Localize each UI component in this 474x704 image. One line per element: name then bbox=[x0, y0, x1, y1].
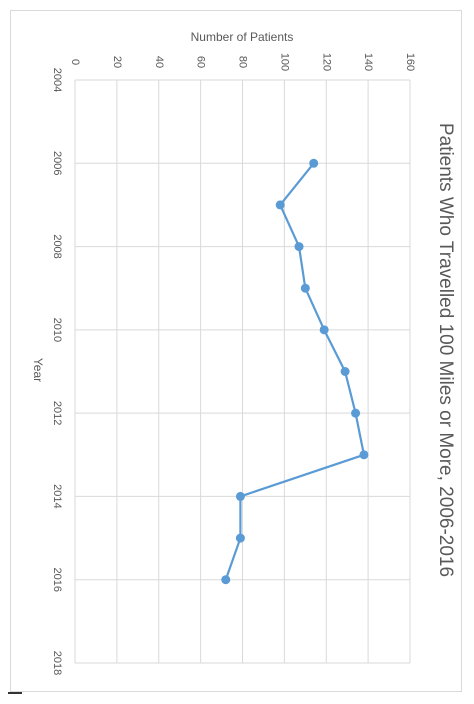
data-point bbox=[221, 575, 231, 585]
data-point bbox=[309, 158, 319, 168]
data-point bbox=[235, 533, 245, 543]
value-tick-label: 20 bbox=[111, 56, 123, 68]
grid-lines bbox=[74, 79, 411, 664]
value-tick-label: 100 bbox=[278, 53, 290, 71]
chart-title: Patients Who Travelled 100 Miles or More… bbox=[435, 123, 456, 577]
year-tick-label: 2008 bbox=[51, 234, 63, 258]
year-tick-label: 2014 bbox=[51, 484, 63, 508]
value-tick-label: 120 bbox=[320, 53, 332, 71]
tick-labels: 0 20 40 60 80 100 120 140 160 2004 2006 2008 2010 201… bbox=[51, 53, 416, 675]
year-tick-label: 2004 bbox=[51, 68, 63, 92]
data-point bbox=[359, 450, 369, 460]
data-point bbox=[275, 200, 285, 210]
x-axis-title: Year bbox=[31, 358, 45, 382]
year-tick-label: 2010 bbox=[51, 318, 63, 342]
series-layer bbox=[221, 158, 369, 585]
year-tick-label: 2012 bbox=[51, 401, 63, 425]
year-tick-label: 2006 bbox=[51, 151, 63, 175]
corner-mark bbox=[8, 692, 22, 694]
value-tick-label: 160 bbox=[404, 53, 416, 71]
chart-frame bbox=[10, 10, 462, 692]
data-point bbox=[294, 242, 304, 252]
data-point bbox=[340, 367, 350, 376]
data-point bbox=[235, 491, 245, 501]
data-point bbox=[319, 325, 329, 335]
data-point bbox=[300, 283, 310, 293]
value-tick-label: 80 bbox=[237, 56, 249, 68]
value-tick-label: 40 bbox=[153, 56, 165, 68]
year-tick-label: 2018 bbox=[51, 651, 63, 675]
value-tick-label: 60 bbox=[195, 56, 207, 68]
value-tick-label: 140 bbox=[362, 53, 374, 71]
y-axis-title: Number of Patients bbox=[191, 30, 294, 44]
year-tick-label: 2016 bbox=[51, 567, 63, 591]
value-tick-label: 0 bbox=[69, 59, 81, 65]
data-point bbox=[351, 408, 361, 418]
